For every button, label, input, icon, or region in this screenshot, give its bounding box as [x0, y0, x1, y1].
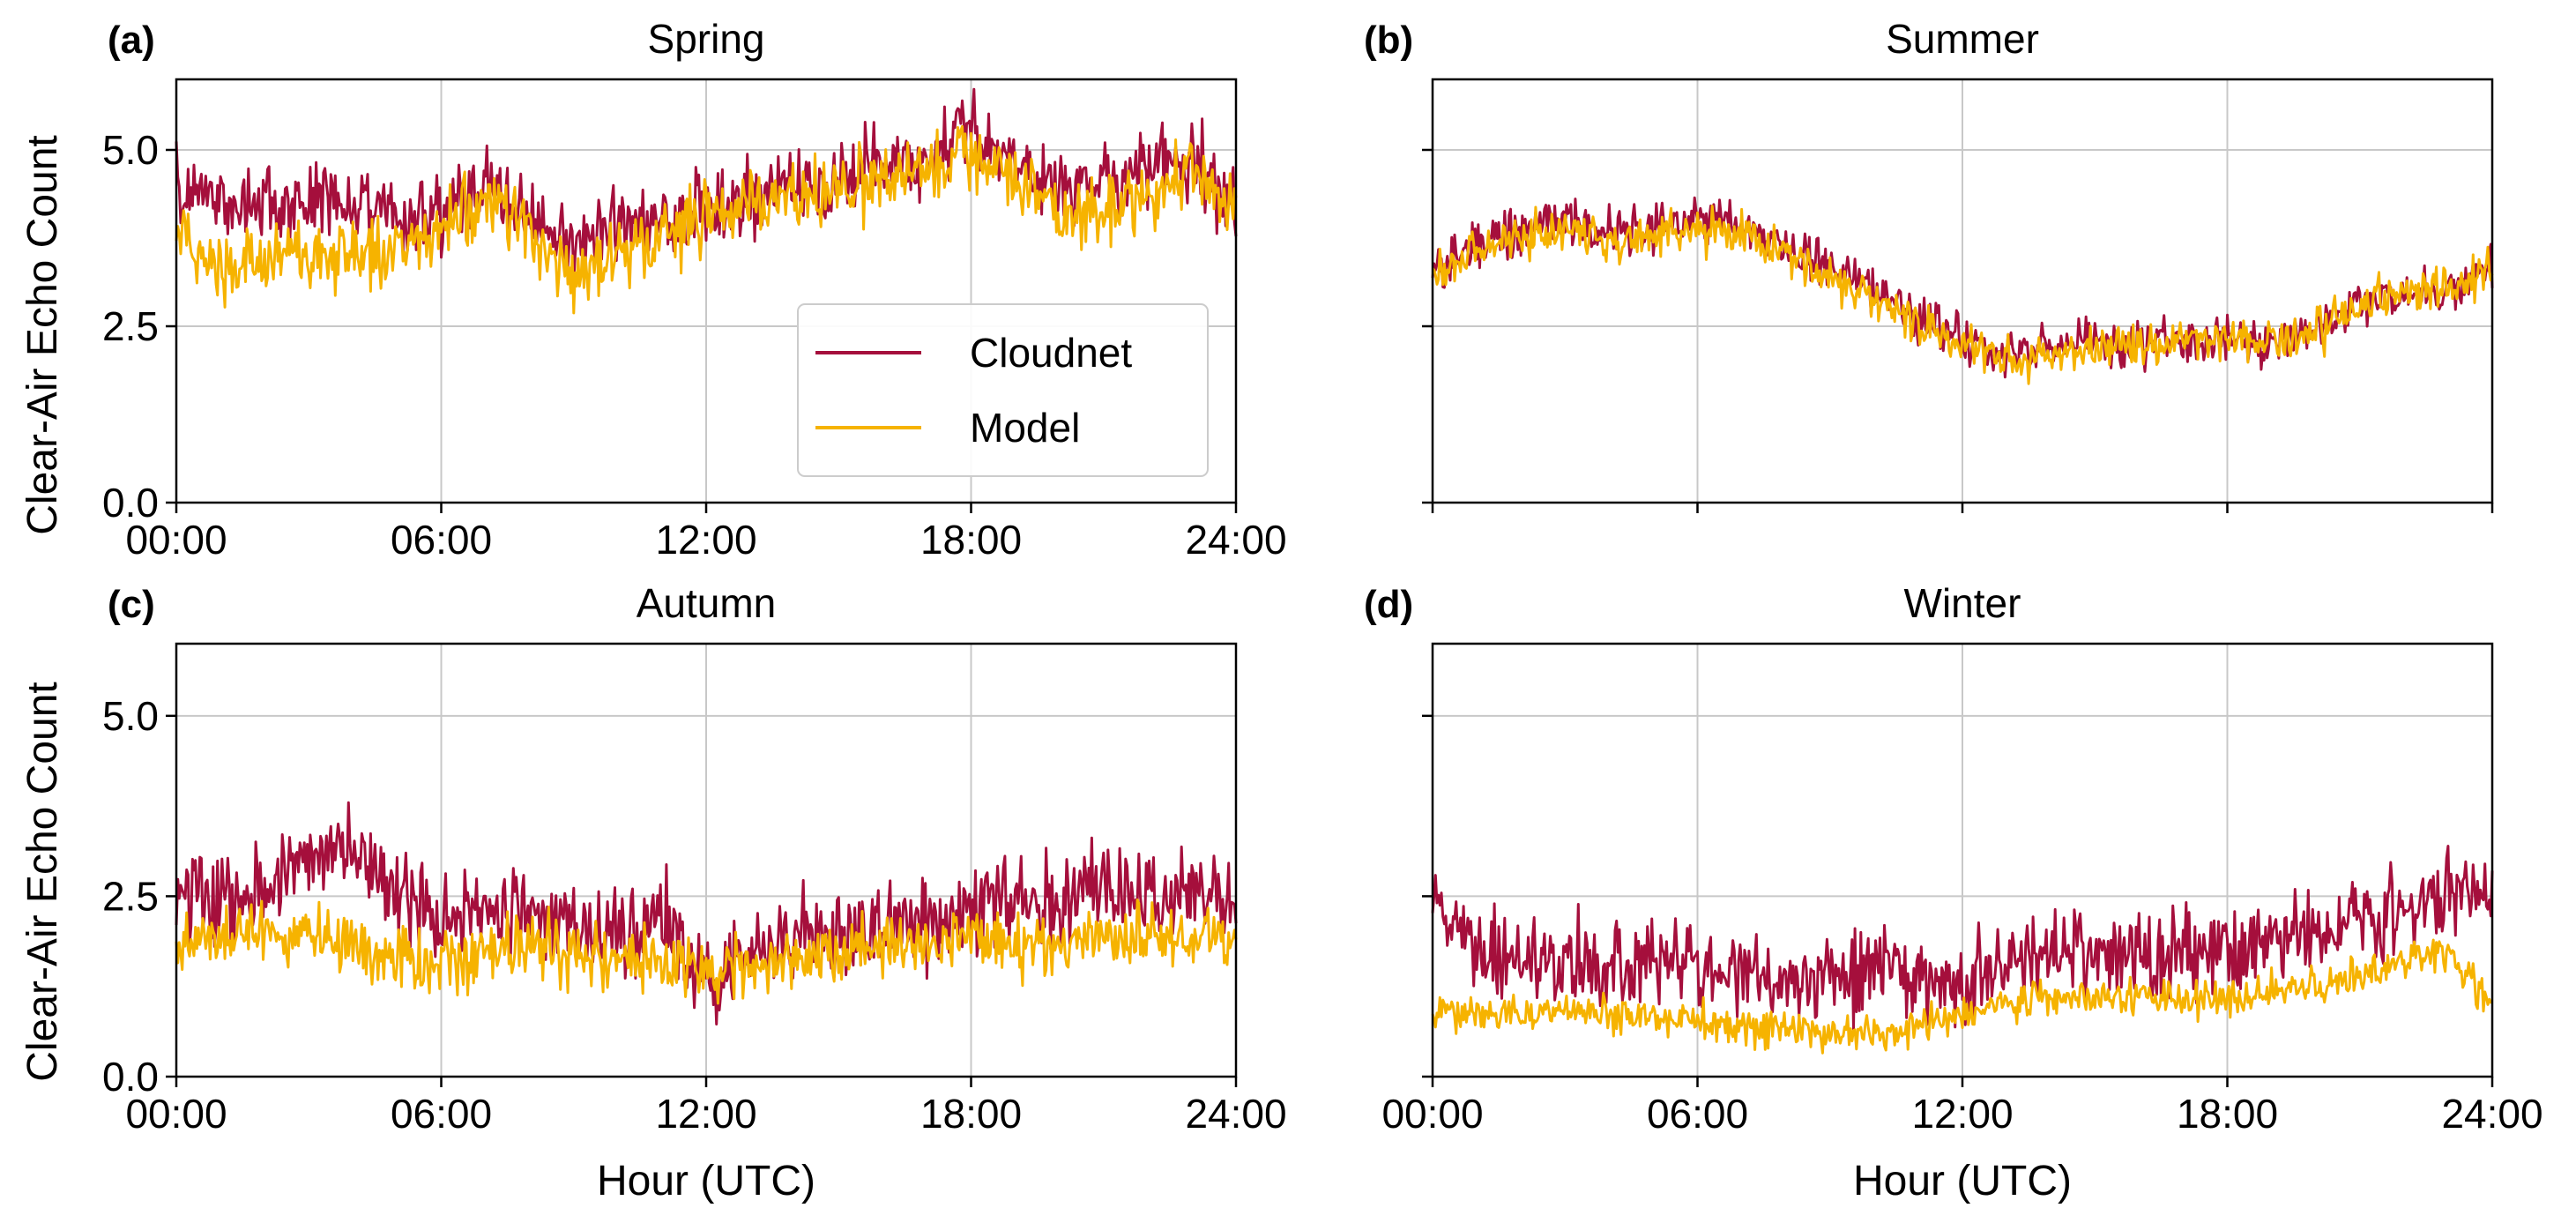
- panel-title: Summer: [1886, 16, 2039, 62]
- x-tick-label: 06:00: [391, 1091, 492, 1137]
- series-line-model: [175, 124, 1238, 315]
- x-tick-label: 24:00: [2441, 1091, 2542, 1137]
- panel-label: (d): [1364, 583, 1413, 626]
- y-tick-label: 0.0: [102, 480, 159, 526]
- x-tick-label: 06:00: [391, 517, 492, 563]
- legend-label-cloudnet: Cloudnet: [970, 330, 1132, 376]
- panel-title: Spring: [648, 16, 765, 62]
- series-line-model: [1431, 205, 2494, 385]
- x-tick-label: 06:00: [1647, 1091, 1748, 1137]
- x-tick-label: 00:00: [125, 517, 227, 563]
- y-tick-label: 2.5: [102, 303, 159, 349]
- panel-label: (a): [108, 19, 155, 62]
- x-tick-label: 12:00: [655, 1091, 756, 1137]
- series-line-model: [175, 899, 1238, 1005]
- panel-winter: 00:00 06:00 12:00 18:00 24:00 Winter (d): [1364, 580, 2543, 1137]
- x-tick-label: 12:00: [655, 517, 756, 563]
- series-line-cloudnet: [175, 87, 1238, 282]
- series-line-model: [1431, 938, 2493, 1055]
- x-tick-label: 18:00: [920, 1091, 1022, 1137]
- y-axis-label-top: Clear-Air Echo Count: [19, 135, 66, 535]
- y-tick-label: 2.5: [102, 873, 159, 919]
- x-tick-label: 00:00: [125, 1091, 227, 1137]
- x-tick-label: 18:00: [920, 517, 1022, 563]
- x-axis-label-right: Hour (UTC): [1853, 1158, 2072, 1204]
- y-tick-label: 0.0: [102, 1054, 159, 1100]
- y-tick-label: 5.0: [102, 127, 159, 173]
- legend-box: [797, 303, 1209, 477]
- panel-autumn: 00:00 06:00 12:00 18:00 24:00 0.0 2.5 5.0 Autumn…: [102, 580, 1287, 1137]
- panel-label: (c): [108, 583, 155, 626]
- series-line-cloudnet: [175, 801, 1238, 1025]
- legend: Cloudnet Model: [797, 303, 1209, 477]
- legend-label-model: Model: [970, 405, 1080, 451]
- x-tick-label: 00:00: [1381, 1091, 1483, 1137]
- panel-summer: Summer (b): [1364, 16, 2494, 513]
- x-axis-label-left: Hour (UTC): [597, 1158, 815, 1204]
- series-line-cloudnet: [1431, 845, 2494, 1031]
- y-axis-label-bottom: Clear-Air Echo Count: [19, 682, 66, 1082]
- panel-title: Autumn: [637, 580, 777, 626]
- y-tick-label: 5.0: [102, 693, 159, 739]
- panel-title: Winter: [1904, 580, 2021, 626]
- panel-label: (b): [1364, 19, 1413, 62]
- panel-spring: 00:00 06:00 12:00 18:00 24:00 0.0 2.5 5.0 Spring…: [102, 16, 1287, 563]
- x-tick-label: 24:00: [1185, 517, 1286, 563]
- x-tick-label: 24:00: [1185, 1091, 1286, 1137]
- x-tick-label: 12:00: [1911, 1091, 2013, 1137]
- x-tick-label: 18:00: [2177, 1091, 2278, 1137]
